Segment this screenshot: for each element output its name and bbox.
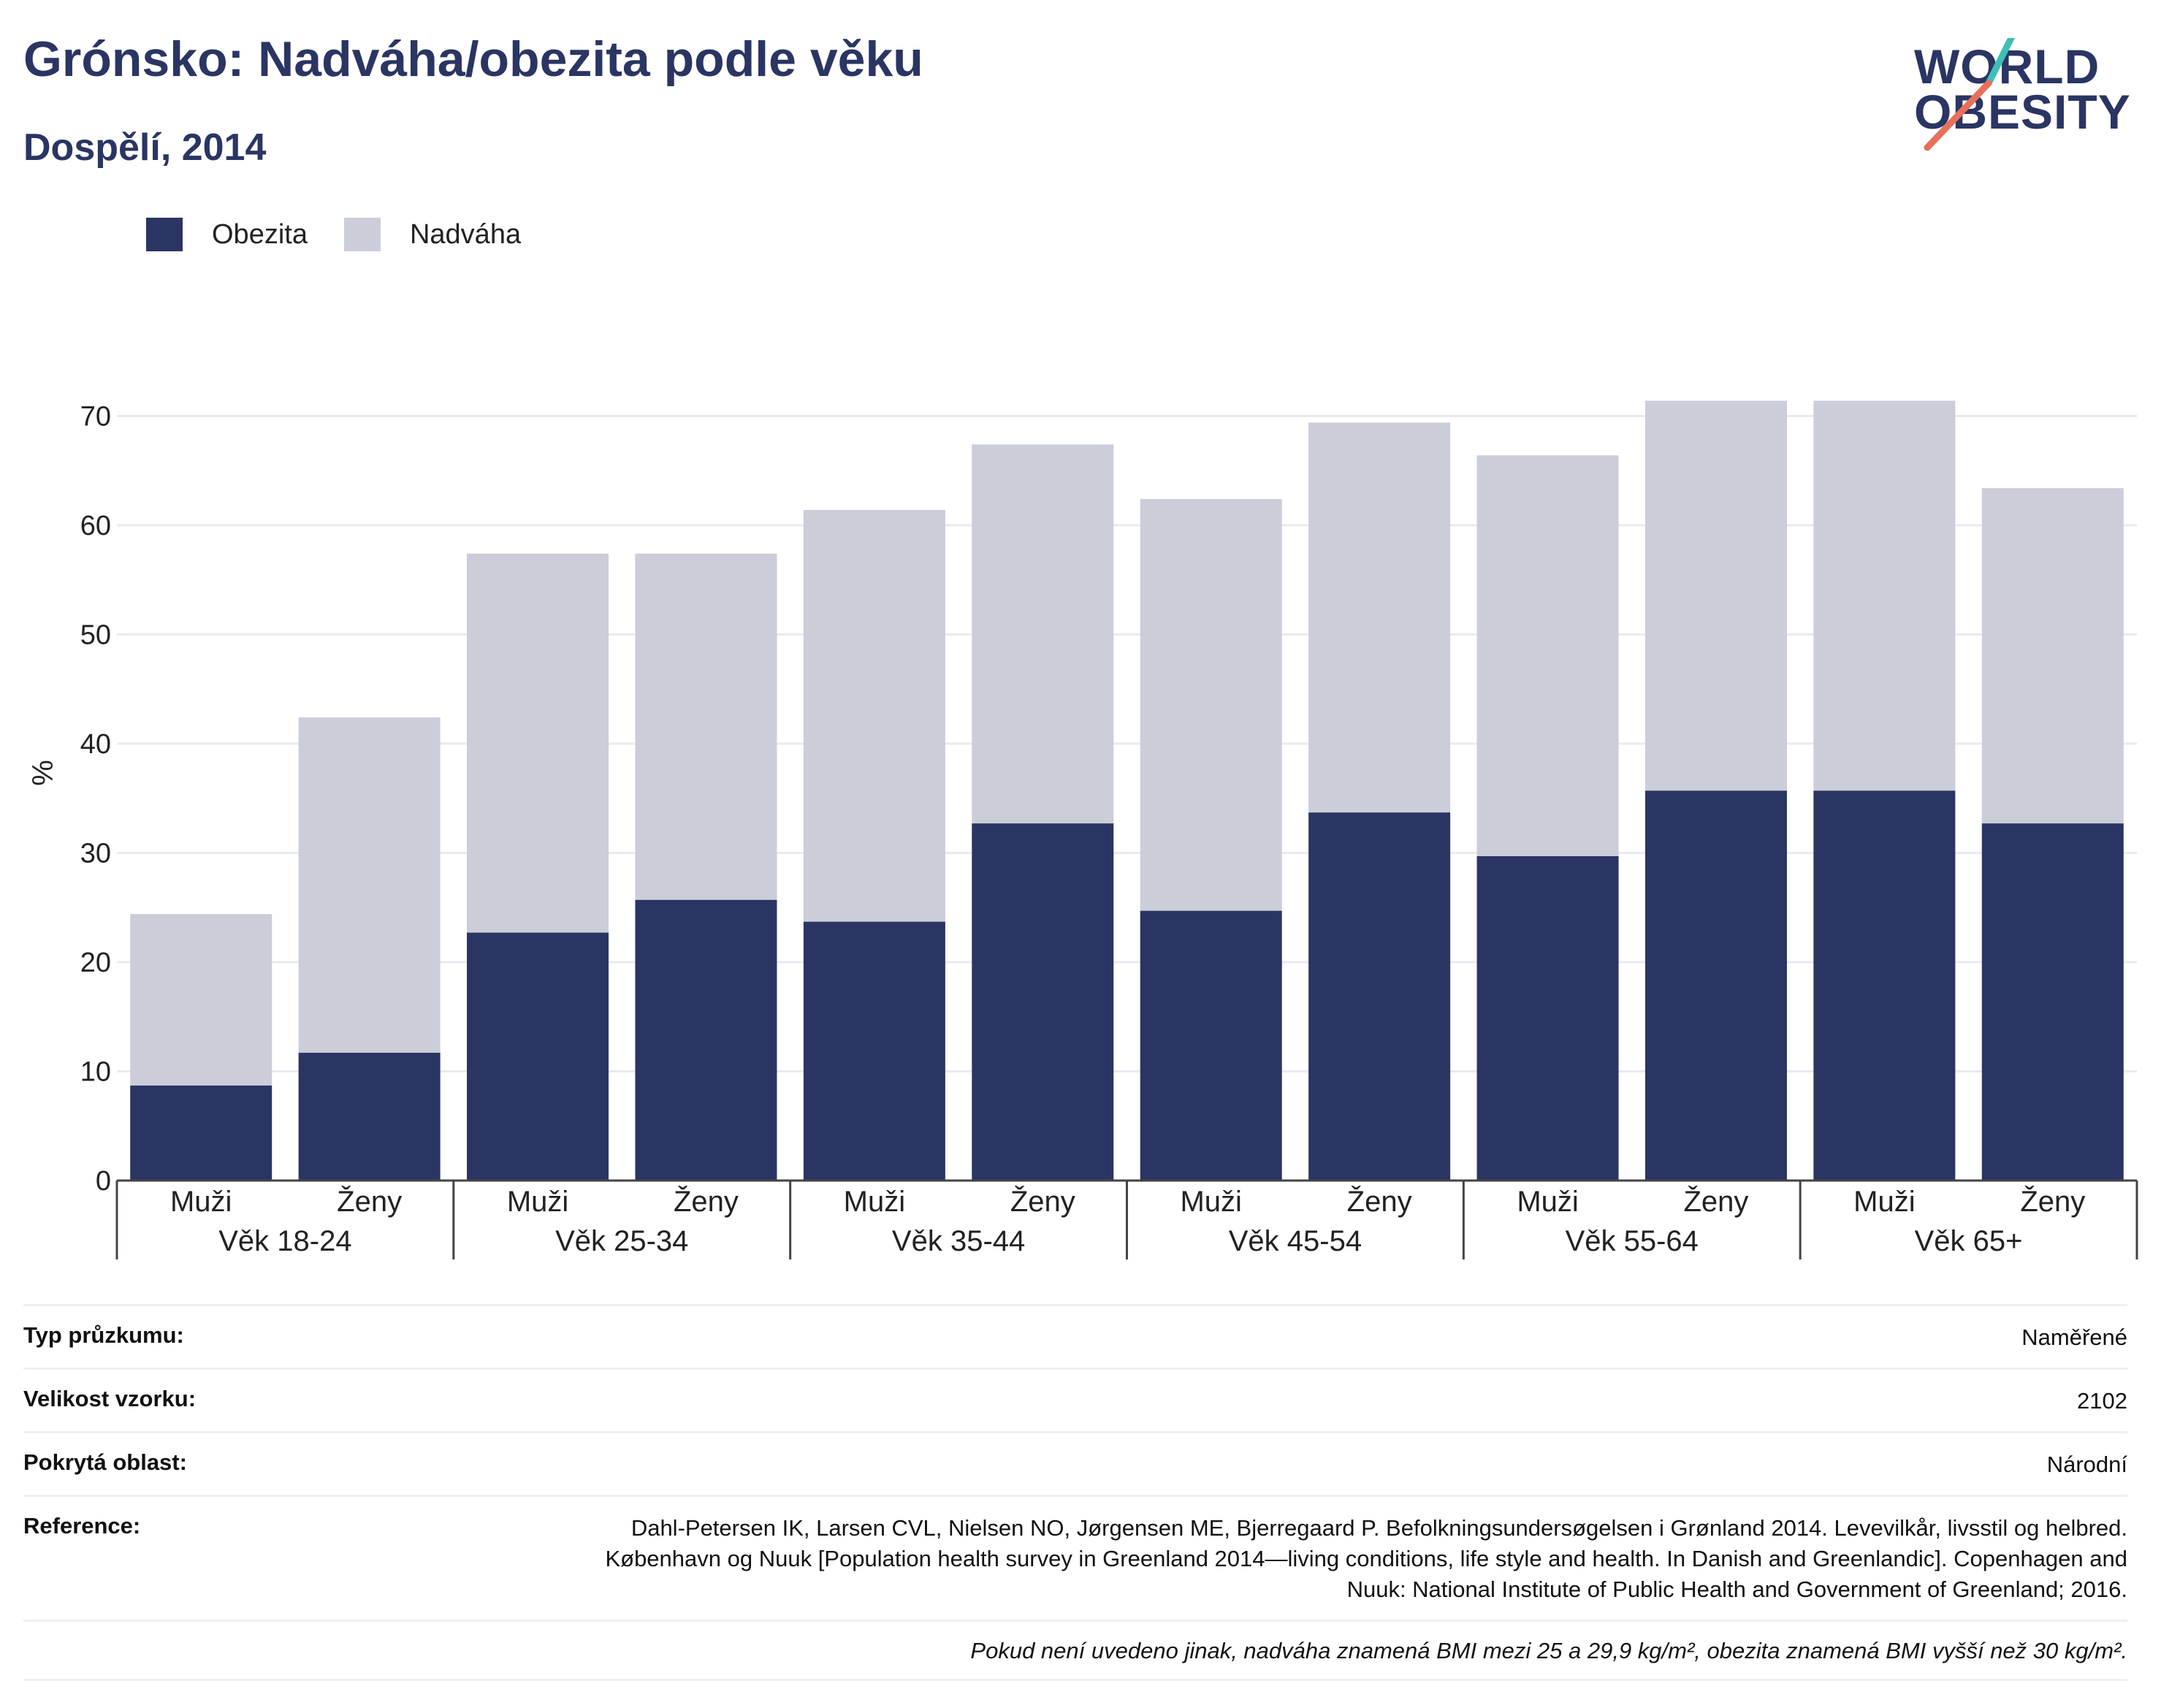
x-tick-label: Muži [844,1186,905,1218]
x-tick-label: Ženy [674,1185,739,1218]
bar-obesity [1981,823,2124,1181]
y-tick-label: 20 [80,948,111,978]
bar-overweight [130,914,272,1086]
legend-label-obesity: Obezita [212,218,308,250]
legend-item-overweight: Nadváha [343,218,522,251]
info-value: 2102 [2077,1388,2127,1414]
info-key: Typ průzkumu: [23,1322,184,1348]
bar-obesity [1140,910,1282,1181]
x-tick-label: Ženy [1010,1185,1075,1218]
reference-text: Dahl-Petersen IK, Larsen CVL, Nielsen NO… [605,1515,2127,1602]
info-value: Národní [2046,1452,2127,1477]
bar-overweight [803,510,945,922]
x-tick-label: Ženy [1347,1185,1412,1218]
bar-obesity [298,1053,441,1181]
y-tick-label: 10 [80,1057,111,1088]
y-tick-label: 0 [96,1166,111,1197]
bar-overweight [635,553,777,900]
x-group-label: Věk 35-44 [892,1225,1025,1257]
y-tick-label: 60 [80,511,111,541]
legend-label-overweight: Nadváha [409,218,522,250]
x-group-label: Věk 18-24 [218,1225,351,1257]
bar-overweight [298,717,441,1053]
bar-obesity [803,921,945,1181]
bar-obesity [467,932,609,1181]
legend-item-obesity: Obezita [146,218,308,251]
y-tick-label: 30 [80,839,111,869]
bar-obesity [1476,855,1619,1181]
page-subtitle: Dospělí, 2014 [23,126,267,169]
bar-overweight [1476,455,1619,856]
info-row-survey-type: Typ průzkumu: Naměřené [23,1304,2127,1368]
bar-obesity [972,823,1114,1181]
x-tick-label: Muži [1853,1186,1915,1218]
bar-overweight [1981,488,2124,824]
info-row-sample-size: Velikost vzorku: 2102 [23,1368,2127,1431]
bar-overweight [1813,400,1956,791]
x-tick-label: Ženy [1683,1185,1748,1218]
x-group-label: Věk 25-34 [555,1225,688,1257]
chart-legend: Obezita Nadváha [146,218,557,251]
y-tick-label: 70 [80,402,111,432]
x-group-label: Věk 55-64 [1566,1225,1699,1257]
x-group-label: Věk 45-54 [1229,1225,1362,1257]
y-axis-label: % [27,760,59,786]
x-group-label: Věk 65+ [1915,1225,2023,1257]
info-value: Naměřené [2021,1324,2127,1350]
info-row-note: Pokud není uvedeno jinak, nadváha znamen… [23,1620,2127,1681]
x-tick-label: Ženy [337,1185,402,1218]
y-tick-label: 50 [80,620,111,651]
bar-obesity [1644,790,1787,1181]
x-tick-label: Muži [507,1186,568,1218]
survey-info-table: Typ průzkumu: Naměřené Velikost vzorku: … [23,1304,2127,1681]
info-key: Velikost vzorku: [23,1386,197,1411]
bar-obesity [130,1085,272,1181]
bar-obesity [1308,812,1451,1181]
y-tick-label: 40 [80,729,111,760]
x-tick-label: Muži [1180,1186,1241,1218]
x-tick-label: Muži [170,1186,232,1218]
bar-overweight [1140,499,1282,911]
info-key: Pokrytá oblast: [23,1449,187,1475]
bar-obesity [1813,790,1956,1181]
bar-overweight [467,553,609,933]
page-title: Grónsko: Nadváha/obezita podle věku [23,31,923,87]
legend-swatch-obesity [146,218,183,251]
bar-overweight [972,444,1114,824]
bar-overweight [1308,422,1451,813]
logo-slash-icon [1924,38,2016,151]
x-tick-label: Muži [1517,1186,1578,1218]
definition-note: Pokud není uvedeno jinak, nadváha znamen… [970,1638,2127,1663]
stacked-bar-chart: 0 10 20 30 40 50 60 70% Muži Ženy Muži Ženy Muži Ženy… [27,400,2138,1259]
info-row-reference: Reference: Dahl-Petersen IK, Larsen CVL,… [23,1495,2127,1620]
legend-swatch-overweight [343,218,381,251]
x-tick-label: Ženy [2020,1185,2085,1218]
bar-overweight [1644,400,1787,791]
world-obesity-logo: WORLD OBESITY [1907,38,2141,155]
bar-obesity [635,899,777,1181]
info-key: Reference: [23,1513,141,1539]
info-row-coverage: Pokrytá oblast: Národní [23,1431,2127,1495]
